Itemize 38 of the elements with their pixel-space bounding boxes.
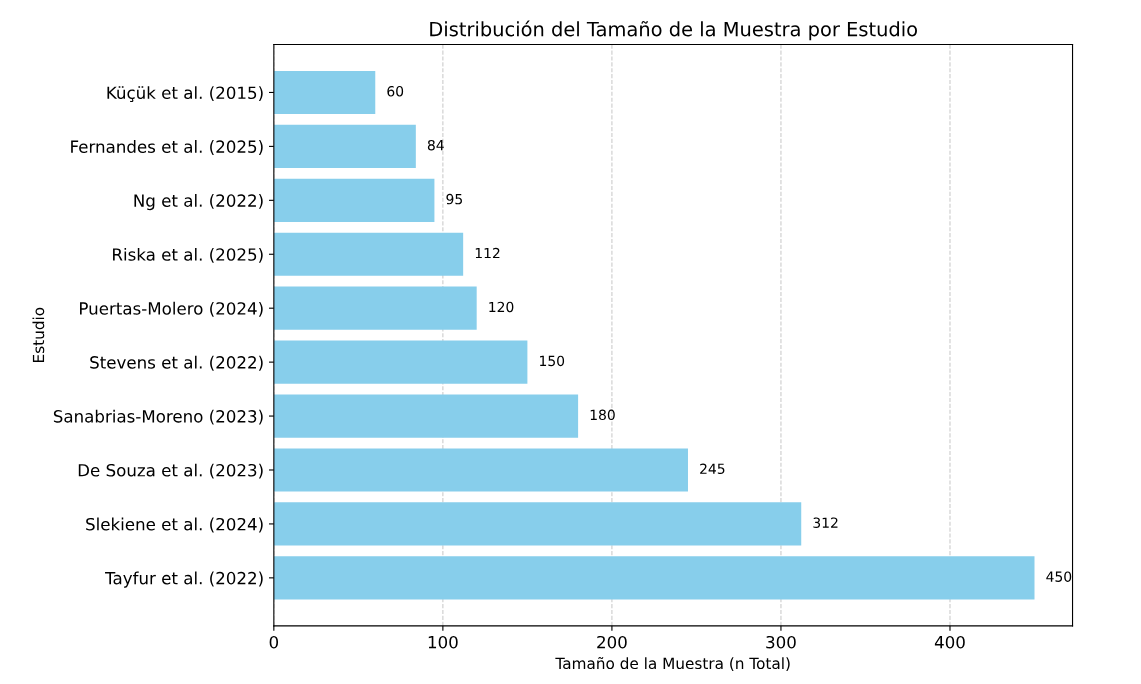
data-label: 450 bbox=[1046, 571, 1072, 582]
y-axis-title: Estudio bbox=[32, 307, 45, 362]
bar bbox=[273, 448, 688, 492]
chart-title: Distribución del Tamaño de la Muestra por Estudio bbox=[430, 20, 917, 41]
data-label: 112 bbox=[475, 247, 500, 259]
data-label: 180 bbox=[590, 409, 615, 421]
x-tick-label: 200 bbox=[597, 635, 627, 649]
bar bbox=[273, 502, 802, 546]
x-tick-label: 0 bbox=[269, 635, 279, 649]
data-label: 95 bbox=[446, 193, 462, 205]
y-tick-label: Slekiene et al. (2024) bbox=[86, 517, 263, 533]
y-tick-label: Puertas-Molero (2024) bbox=[80, 301, 263, 317]
bar bbox=[273, 556, 1035, 600]
y-tick-label: Stevens et al. (2022) bbox=[90, 355, 263, 371]
data-label: 245 bbox=[700, 463, 725, 475]
bar bbox=[273, 232, 464, 276]
x-tick-label: 100 bbox=[428, 635, 458, 649]
data-label: 150 bbox=[540, 355, 565, 367]
x-tick-label: 400 bbox=[934, 635, 965, 649]
data-label: 84 bbox=[427, 139, 444, 151]
y-tick-label: Tayfur et al. (2022) bbox=[105, 571, 263, 588]
x-axis-title: Tamaño de la Muestra (n Total) bbox=[555, 657, 790, 671]
y-tick-label: Fernandes et al. (2025) bbox=[71, 140, 263, 155]
y-tick-label: Riska et al. (2025) bbox=[113, 247, 263, 263]
data-label: 60 bbox=[387, 85, 404, 97]
bar bbox=[273, 286, 477, 330]
y-tick-label: Ng et al. (2022) bbox=[134, 193, 263, 211]
data-label: 312 bbox=[813, 517, 838, 528]
bar bbox=[273, 124, 416, 168]
bar bbox=[273, 178, 435, 222]
y-tick-label: De Souza et al. (2023) bbox=[78, 463, 263, 479]
bar bbox=[273, 340, 528, 384]
data-label: 120 bbox=[489, 301, 514, 313]
x-tick-label: 300 bbox=[766, 635, 796, 649]
y-tick-label: Sanabrias-Moreno (2023) bbox=[53, 409, 263, 425]
y-tick-label: Küçük et al. (2015) bbox=[107, 86, 263, 103]
bar bbox=[273, 394, 579, 438]
bar bbox=[273, 70, 376, 115]
